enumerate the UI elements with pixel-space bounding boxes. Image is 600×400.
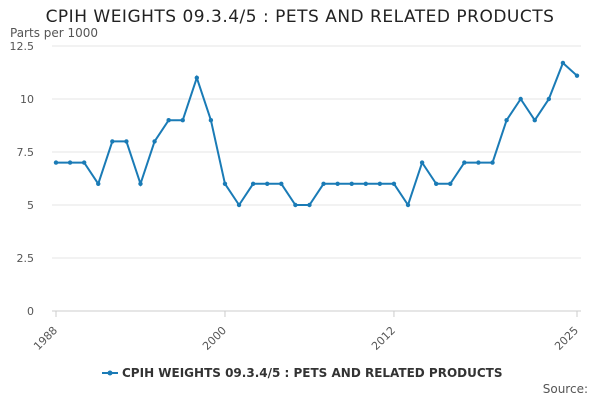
data-point xyxy=(532,118,537,123)
data-point xyxy=(124,139,129,144)
data-point xyxy=(236,202,242,208)
y-tick-label: 0 xyxy=(27,305,34,318)
data-point xyxy=(433,181,439,186)
data-point xyxy=(250,181,256,186)
data-point xyxy=(518,96,523,102)
data-point xyxy=(504,118,509,123)
y-tick-label: 5 xyxy=(27,199,34,212)
data-point xyxy=(574,73,580,78)
data-point xyxy=(180,118,185,123)
data-point xyxy=(490,160,495,165)
y-axis-label: Parts per 1000 xyxy=(10,26,99,40)
data-point xyxy=(321,181,326,186)
chart-title: CPIH WEIGHTS 09.3.4/5 : PETS AND RELATED… xyxy=(45,7,555,27)
data-point xyxy=(476,160,481,165)
data-point xyxy=(293,202,298,208)
legend-label: CPIH WEIGHTS 09.3.4/5 : PETS AND RELATED… xyxy=(122,366,503,380)
y-tick-label: 12.5 xyxy=(10,40,35,53)
legend-marker xyxy=(107,370,113,376)
series-line xyxy=(56,61,578,208)
data-point xyxy=(419,160,425,165)
data-point xyxy=(405,202,411,208)
x-tick-label: 2025 xyxy=(552,324,581,353)
data-point xyxy=(138,181,143,186)
y-tick-label: 2.5 xyxy=(17,252,35,265)
data-point xyxy=(307,202,312,208)
source-label: Source: xyxy=(542,382,588,396)
y-tick-label: 10 xyxy=(20,93,34,106)
data-point xyxy=(349,181,354,186)
data-point xyxy=(265,181,270,186)
data-point xyxy=(81,160,87,165)
data-point xyxy=(391,181,397,186)
data-point xyxy=(152,139,157,144)
x-tick-label: 2000 xyxy=(200,324,229,353)
y-tick-label: 7.5 xyxy=(17,146,35,159)
data-point xyxy=(279,181,284,186)
data-point xyxy=(208,118,214,123)
data-point xyxy=(96,181,101,186)
data-point xyxy=(377,181,383,186)
data-point xyxy=(462,160,467,165)
data-point xyxy=(194,75,200,81)
x-tick-label: 1988 xyxy=(31,324,60,353)
data-point xyxy=(363,181,368,186)
data-point xyxy=(110,139,115,144)
data-point xyxy=(560,60,566,66)
data-point xyxy=(67,160,73,165)
data-point xyxy=(53,160,59,165)
data-point xyxy=(546,96,552,102)
data-point xyxy=(335,181,340,186)
x-tick-label: 2012 xyxy=(369,324,398,353)
data-point xyxy=(448,181,453,186)
data-point xyxy=(166,118,171,123)
data-point xyxy=(222,181,228,186)
